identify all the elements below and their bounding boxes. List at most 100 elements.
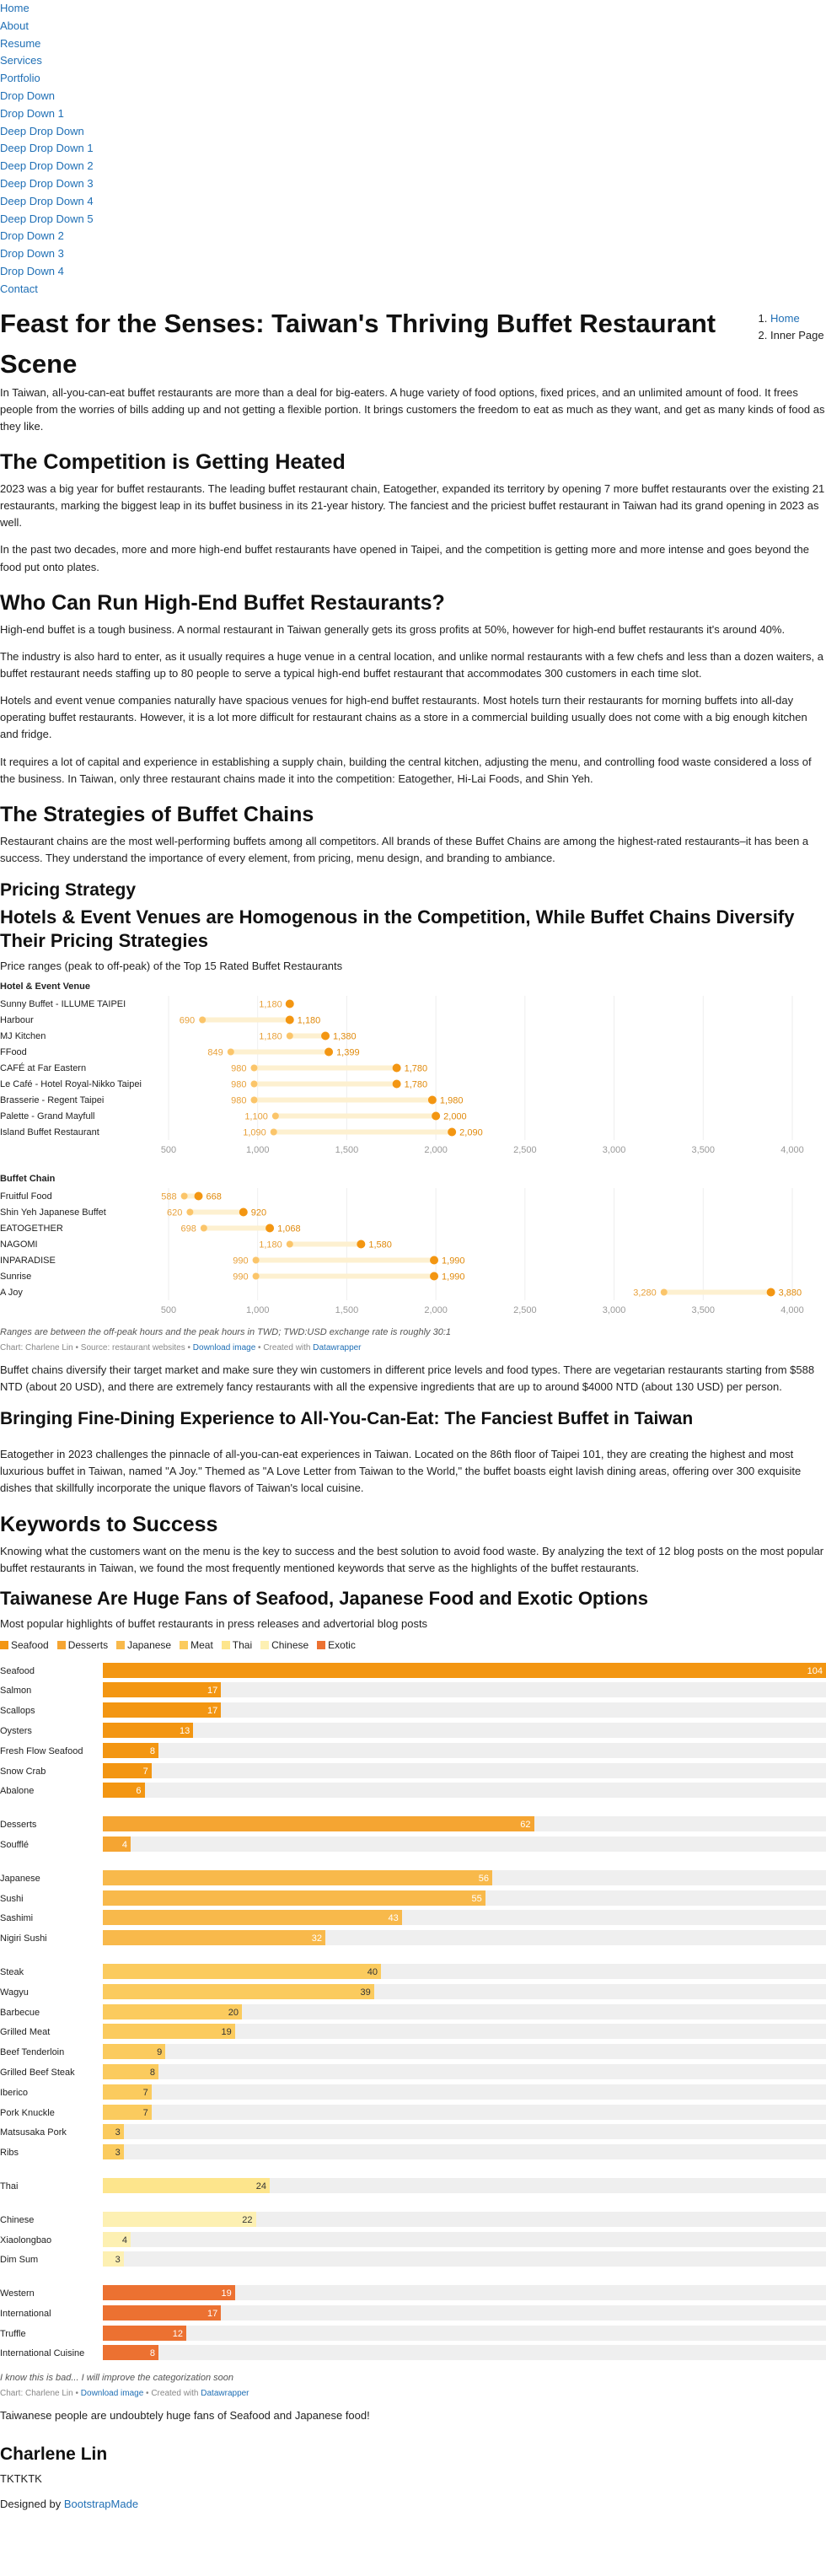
bar-value-label: 8 bbox=[149, 2067, 155, 2078]
x-tick-label: 3,500 bbox=[691, 1145, 716, 1156]
nav-link[interactable]: Deep Drop Down bbox=[0, 124, 84, 137]
chart-row: 1,100 2,000 Palette - Grand Mayfull bbox=[0, 1108, 826, 1125]
nav-item[interactable]: Drop Down bbox=[0, 88, 826, 105]
bar-value-label: 104 bbox=[807, 1665, 823, 1676]
low-dot bbox=[252, 1272, 260, 1280]
high-dot bbox=[766, 1288, 775, 1297]
bar-value-label: 3 bbox=[115, 2148, 121, 2159]
legend-item: Seafood bbox=[0, 1638, 49, 1654]
bar bbox=[103, 1963, 381, 1979]
nav-link[interactable]: Services bbox=[0, 54, 42, 67]
datawrapper-link[interactable]: Datawrapper bbox=[201, 2389, 249, 2399]
bar bbox=[103, 2124, 124, 2140]
nav-link[interactable]: Drop Down bbox=[0, 89, 56, 102]
nav-item[interactable]: Resume bbox=[0, 35, 826, 53]
breadcrumb-home-link[interactable]: Home bbox=[770, 311, 800, 325]
bar-value-label: 6 bbox=[136, 1786, 142, 1797]
bar-label: Snow Crab bbox=[0, 1766, 46, 1777]
bar-row: Western 19 bbox=[0, 2283, 826, 2303]
bar-label: Xiaolongbao bbox=[0, 2235, 52, 2245]
nav-link[interactable]: Home bbox=[0, 2, 30, 14]
bar-track: 8 bbox=[103, 1742, 826, 1758]
nav-item[interactable]: Drop Down 2 bbox=[0, 228, 826, 245]
nav-link[interactable]: Contact bbox=[0, 282, 38, 295]
high-value-label: 1,990 bbox=[442, 1256, 465, 1266]
nav-item[interactable]: Contact bbox=[0, 281, 826, 298]
bootstrapmade-link[interactable]: BootstrapMade bbox=[63, 2497, 139, 2510]
nav-link[interactable]: Drop Down 2 bbox=[0, 229, 64, 243]
bar-value-label: 17 bbox=[207, 1706, 218, 1717]
bar bbox=[103, 2003, 242, 2019]
nav-link[interactable]: Resume bbox=[0, 36, 41, 50]
group-gap bbox=[0, 1854, 826, 1868]
nav-link[interactable]: Drop Down 3 bbox=[0, 247, 64, 261]
nav-item[interactable]: Drop Down 1 bbox=[0, 105, 826, 123]
nav-item[interactable]: Deep Drop Down bbox=[0, 123, 826, 141]
nav-link[interactable]: Deep Drop Down 3 bbox=[0, 176, 94, 190]
chart-row-plot: 620 920 bbox=[167, 1204, 793, 1221]
nav-link[interactable]: About bbox=[0, 19, 29, 32]
bar-row: Pork Knuckle 7 bbox=[0, 2102, 826, 2122]
bar-label: Sushi bbox=[0, 1893, 24, 1904]
group-gap bbox=[0, 2269, 826, 2283]
low-value-label: 980 bbox=[231, 1096, 246, 1106]
nav-link[interactable]: Deep Drop Down 1 bbox=[0, 142, 94, 155]
high-dot bbox=[430, 1272, 439, 1281]
download-image-link[interactable]: Download image bbox=[80, 2389, 144, 2399]
x-tick-label: 3,000 bbox=[602, 1305, 626, 1316]
nav-item[interactable]: Deep Drop Down 5 bbox=[0, 211, 826, 229]
breadcrumb-item[interactable]: Home bbox=[770, 310, 826, 327]
bar-track: 22 bbox=[103, 2211, 826, 2227]
bar-label: Matsusaka Pork bbox=[0, 2127, 67, 2138]
download-image-link[interactable]: Download image bbox=[192, 1343, 256, 1353]
nav-item[interactable]: Deep Drop Down 1 bbox=[0, 140, 826, 158]
nav-item[interactable]: Portfolio bbox=[0, 70, 826, 88]
datawrapper-link[interactable]: Datawrapper bbox=[313, 1343, 362, 1353]
low-value-label: 1,180 bbox=[259, 1032, 282, 1042]
chart-row-plot: 1,100 2,000 bbox=[168, 1108, 793, 1125]
nav-link[interactable]: Drop Down 1 bbox=[0, 106, 64, 120]
bar-value-label: 3 bbox=[115, 2127, 121, 2138]
nav-item[interactable]: About bbox=[0, 18, 826, 35]
bar-value-label: 7 bbox=[142, 1766, 148, 1777]
nav-item[interactable]: Drop Down 4 bbox=[0, 263, 826, 281]
nav-item[interactable]: Deep Drop Down 3 bbox=[0, 175, 826, 193]
chart-row-plot: 980 1,780 bbox=[168, 1076, 793, 1093]
paragraph: Eatogether in 2023 challenges the pinnac… bbox=[0, 1448, 802, 1495]
author-bio: TKTKTK bbox=[0, 2471, 42, 2485]
nav-item[interactable]: Deep Drop Down 4 bbox=[0, 193, 826, 211]
bar-row: Grilled Beef Steak 8 bbox=[0, 2062, 826, 2082]
row-label: Palette - Grand Mayfull bbox=[0, 1111, 95, 1122]
nav-link[interactable]: Deep Drop Down 4 bbox=[0, 194, 94, 207]
subsection-heading: Pricing Strategy bbox=[0, 880, 137, 901]
nav-item[interactable]: Home bbox=[0, 0, 826, 18]
legend-swatch bbox=[221, 1640, 230, 1649]
chart-row-plot: 3,280 3,880 bbox=[168, 1284, 802, 1301]
nav-link[interactable]: Drop Down 4 bbox=[0, 264, 64, 277]
bar-label: Pork Knuckle bbox=[0, 2107, 55, 2118]
bar-value-label: 40 bbox=[367, 1966, 378, 1977]
chart-body: Seafood 104 Salmon 17 Scallops 17 Oysters 13 Fre… bbox=[0, 1660, 826, 2364]
bar-row: Steak 40 bbox=[0, 1961, 826, 1982]
nav-link[interactable]: Deep Drop Down 2 bbox=[0, 159, 94, 173]
nav-link[interactable]: Portfolio bbox=[0, 72, 40, 85]
x-tick-label: 4,000 bbox=[780, 1305, 804, 1316]
nav-item[interactable]: Deep Drop Down 2 bbox=[0, 158, 826, 175]
x-tick-label: 3,500 bbox=[691, 1305, 716, 1316]
bar bbox=[103, 2211, 256, 2227]
bar-value-label: 7 bbox=[142, 2107, 148, 2118]
bar-row: Sashimi 43 bbox=[0, 1907, 826, 1928]
page-header: Feast for the Senses: Taiwan's Thriving … bbox=[0, 304, 826, 385]
low-dot bbox=[286, 1032, 293, 1040]
nav-item[interactable]: Services bbox=[0, 52, 826, 70]
nav-link[interactable]: Deep Drop Down 5 bbox=[0, 212, 94, 225]
row-label: INPARADISE bbox=[0, 1256, 56, 1266]
nav-item[interactable]: Drop Down 3 bbox=[0, 245, 826, 263]
bar-label: International bbox=[0, 2308, 51, 2319]
group-gap bbox=[0, 2162, 826, 2175]
bar-label: Grilled Meat bbox=[0, 2027, 51, 2038]
bar-label: Scallops bbox=[0, 1706, 35, 1717]
x-axis: 500 1,000 1,500 2,000 2,500 3,000 3,500 4,000 bbox=[0, 1140, 826, 1157]
paragraph: Restaurant chains are the most well-perf… bbox=[0, 834, 809, 864]
bar-track: 19 bbox=[103, 2024, 826, 2040]
